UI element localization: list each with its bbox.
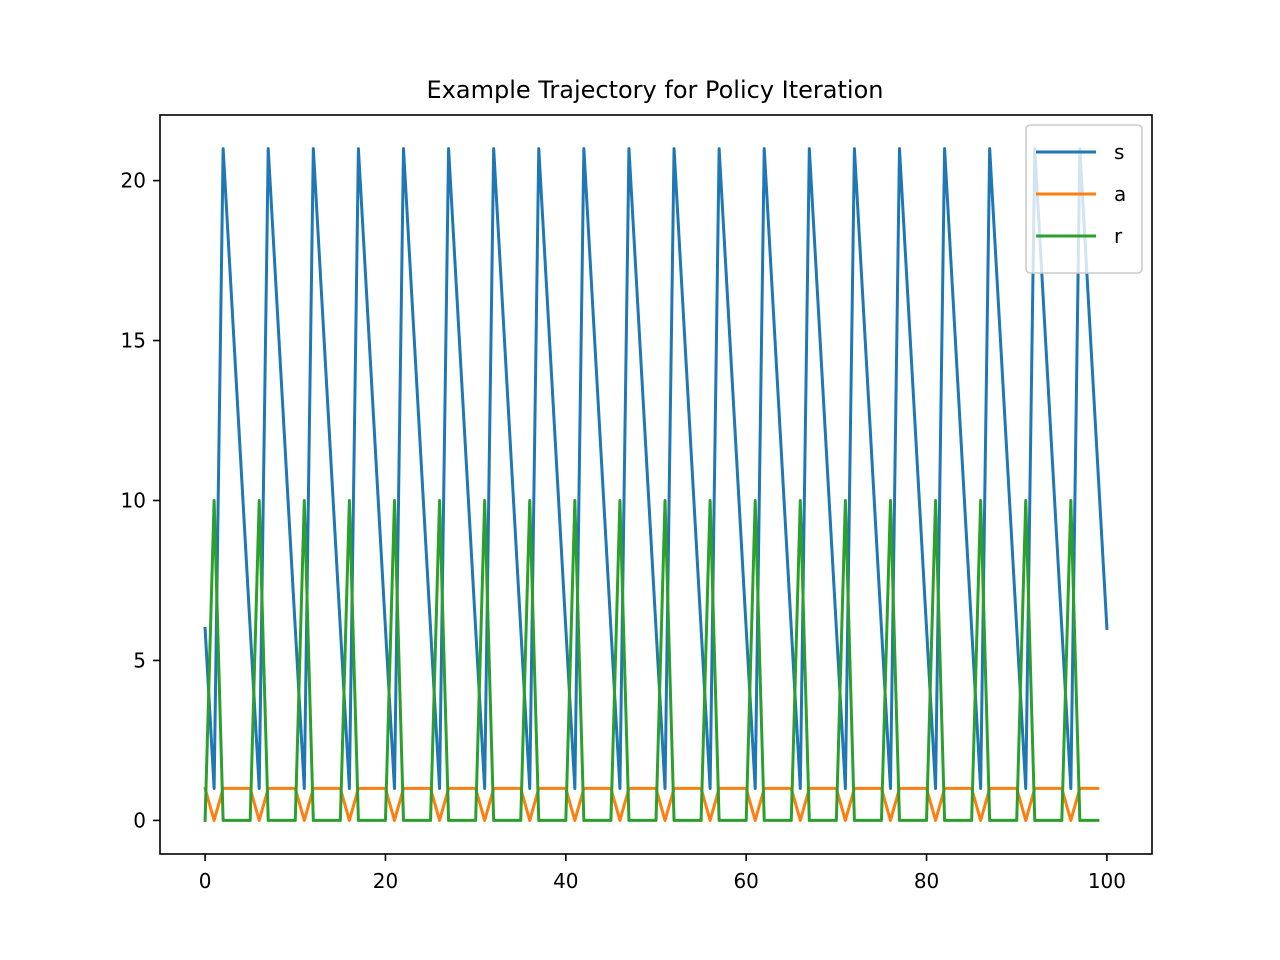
y-axis: 0 5 10 15 20: [121, 169, 160, 832]
y-tick-label: 5: [133, 648, 146, 672]
x-tick-label: 100: [1088, 869, 1126, 893]
series-line-r: [203, 499, 1100, 822]
x-tick-label: 0: [199, 869, 212, 893]
x-tick-label: 80: [914, 869, 939, 893]
legend: sar: [1025, 124, 1143, 274]
y-tick-label: 10: [121, 488, 146, 512]
series-line-s: [203, 147, 1109, 790]
x-tick-label: 20: [373, 869, 398, 893]
legend-label-a: a: [1114, 182, 1126, 206]
x-tick-label: 60: [733, 869, 758, 893]
legend-label-r: r: [1114, 224, 1123, 248]
series-layer: [203, 147, 1109, 822]
y-tick-label: 15: [121, 329, 146, 353]
chart-title: Example Trajectory for Policy Iteration: [427, 76, 884, 104]
x-axis: 0 20 40 60 80 100: [199, 854, 1126, 893]
y-tick-label: 20: [121, 169, 146, 193]
plot-frame: [159, 114, 1153, 855]
y-tick-label: 0: [133, 808, 146, 832]
legend-label-s: s: [1114, 140, 1124, 164]
x-tick-label: 40: [553, 869, 578, 893]
